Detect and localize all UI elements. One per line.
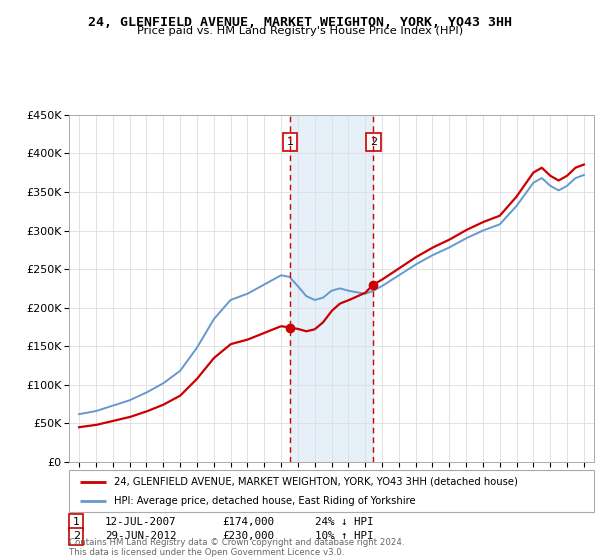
Text: 1: 1 — [286, 137, 293, 147]
Bar — [290, 115, 373, 462]
Text: 10% ↑ HPI: 10% ↑ HPI — [315, 531, 373, 542]
Text: Contains HM Land Registry data © Crown copyright and database right 2024.
This d: Contains HM Land Registry data © Crown c… — [69, 538, 404, 557]
Text: Price paid vs. HM Land Registry's House Price Index (HPI): Price paid vs. HM Land Registry's House … — [137, 26, 463, 36]
Text: 1: 1 — [73, 517, 80, 527]
Text: 29-JUN-2012: 29-JUN-2012 — [105, 531, 176, 542]
Text: 24, GLENFIELD AVENUE, MARKET WEIGHTON, YORK, YO43 3HH (detached house): 24, GLENFIELD AVENUE, MARKET WEIGHTON, Y… — [113, 477, 517, 487]
Text: £174,000: £174,000 — [222, 517, 274, 527]
Text: 2: 2 — [73, 531, 80, 542]
Text: HPI: Average price, detached house, East Riding of Yorkshire: HPI: Average price, detached house, East… — [113, 496, 415, 506]
Text: 24, GLENFIELD AVENUE, MARKET WEIGHTON, YORK, YO43 3HH: 24, GLENFIELD AVENUE, MARKET WEIGHTON, Y… — [88, 16, 512, 29]
Text: 24% ↓ HPI: 24% ↓ HPI — [315, 517, 373, 527]
FancyBboxPatch shape — [69, 470, 594, 512]
Text: 2: 2 — [370, 137, 377, 147]
Text: 12-JUL-2007: 12-JUL-2007 — [105, 517, 176, 527]
Text: £230,000: £230,000 — [222, 531, 274, 542]
